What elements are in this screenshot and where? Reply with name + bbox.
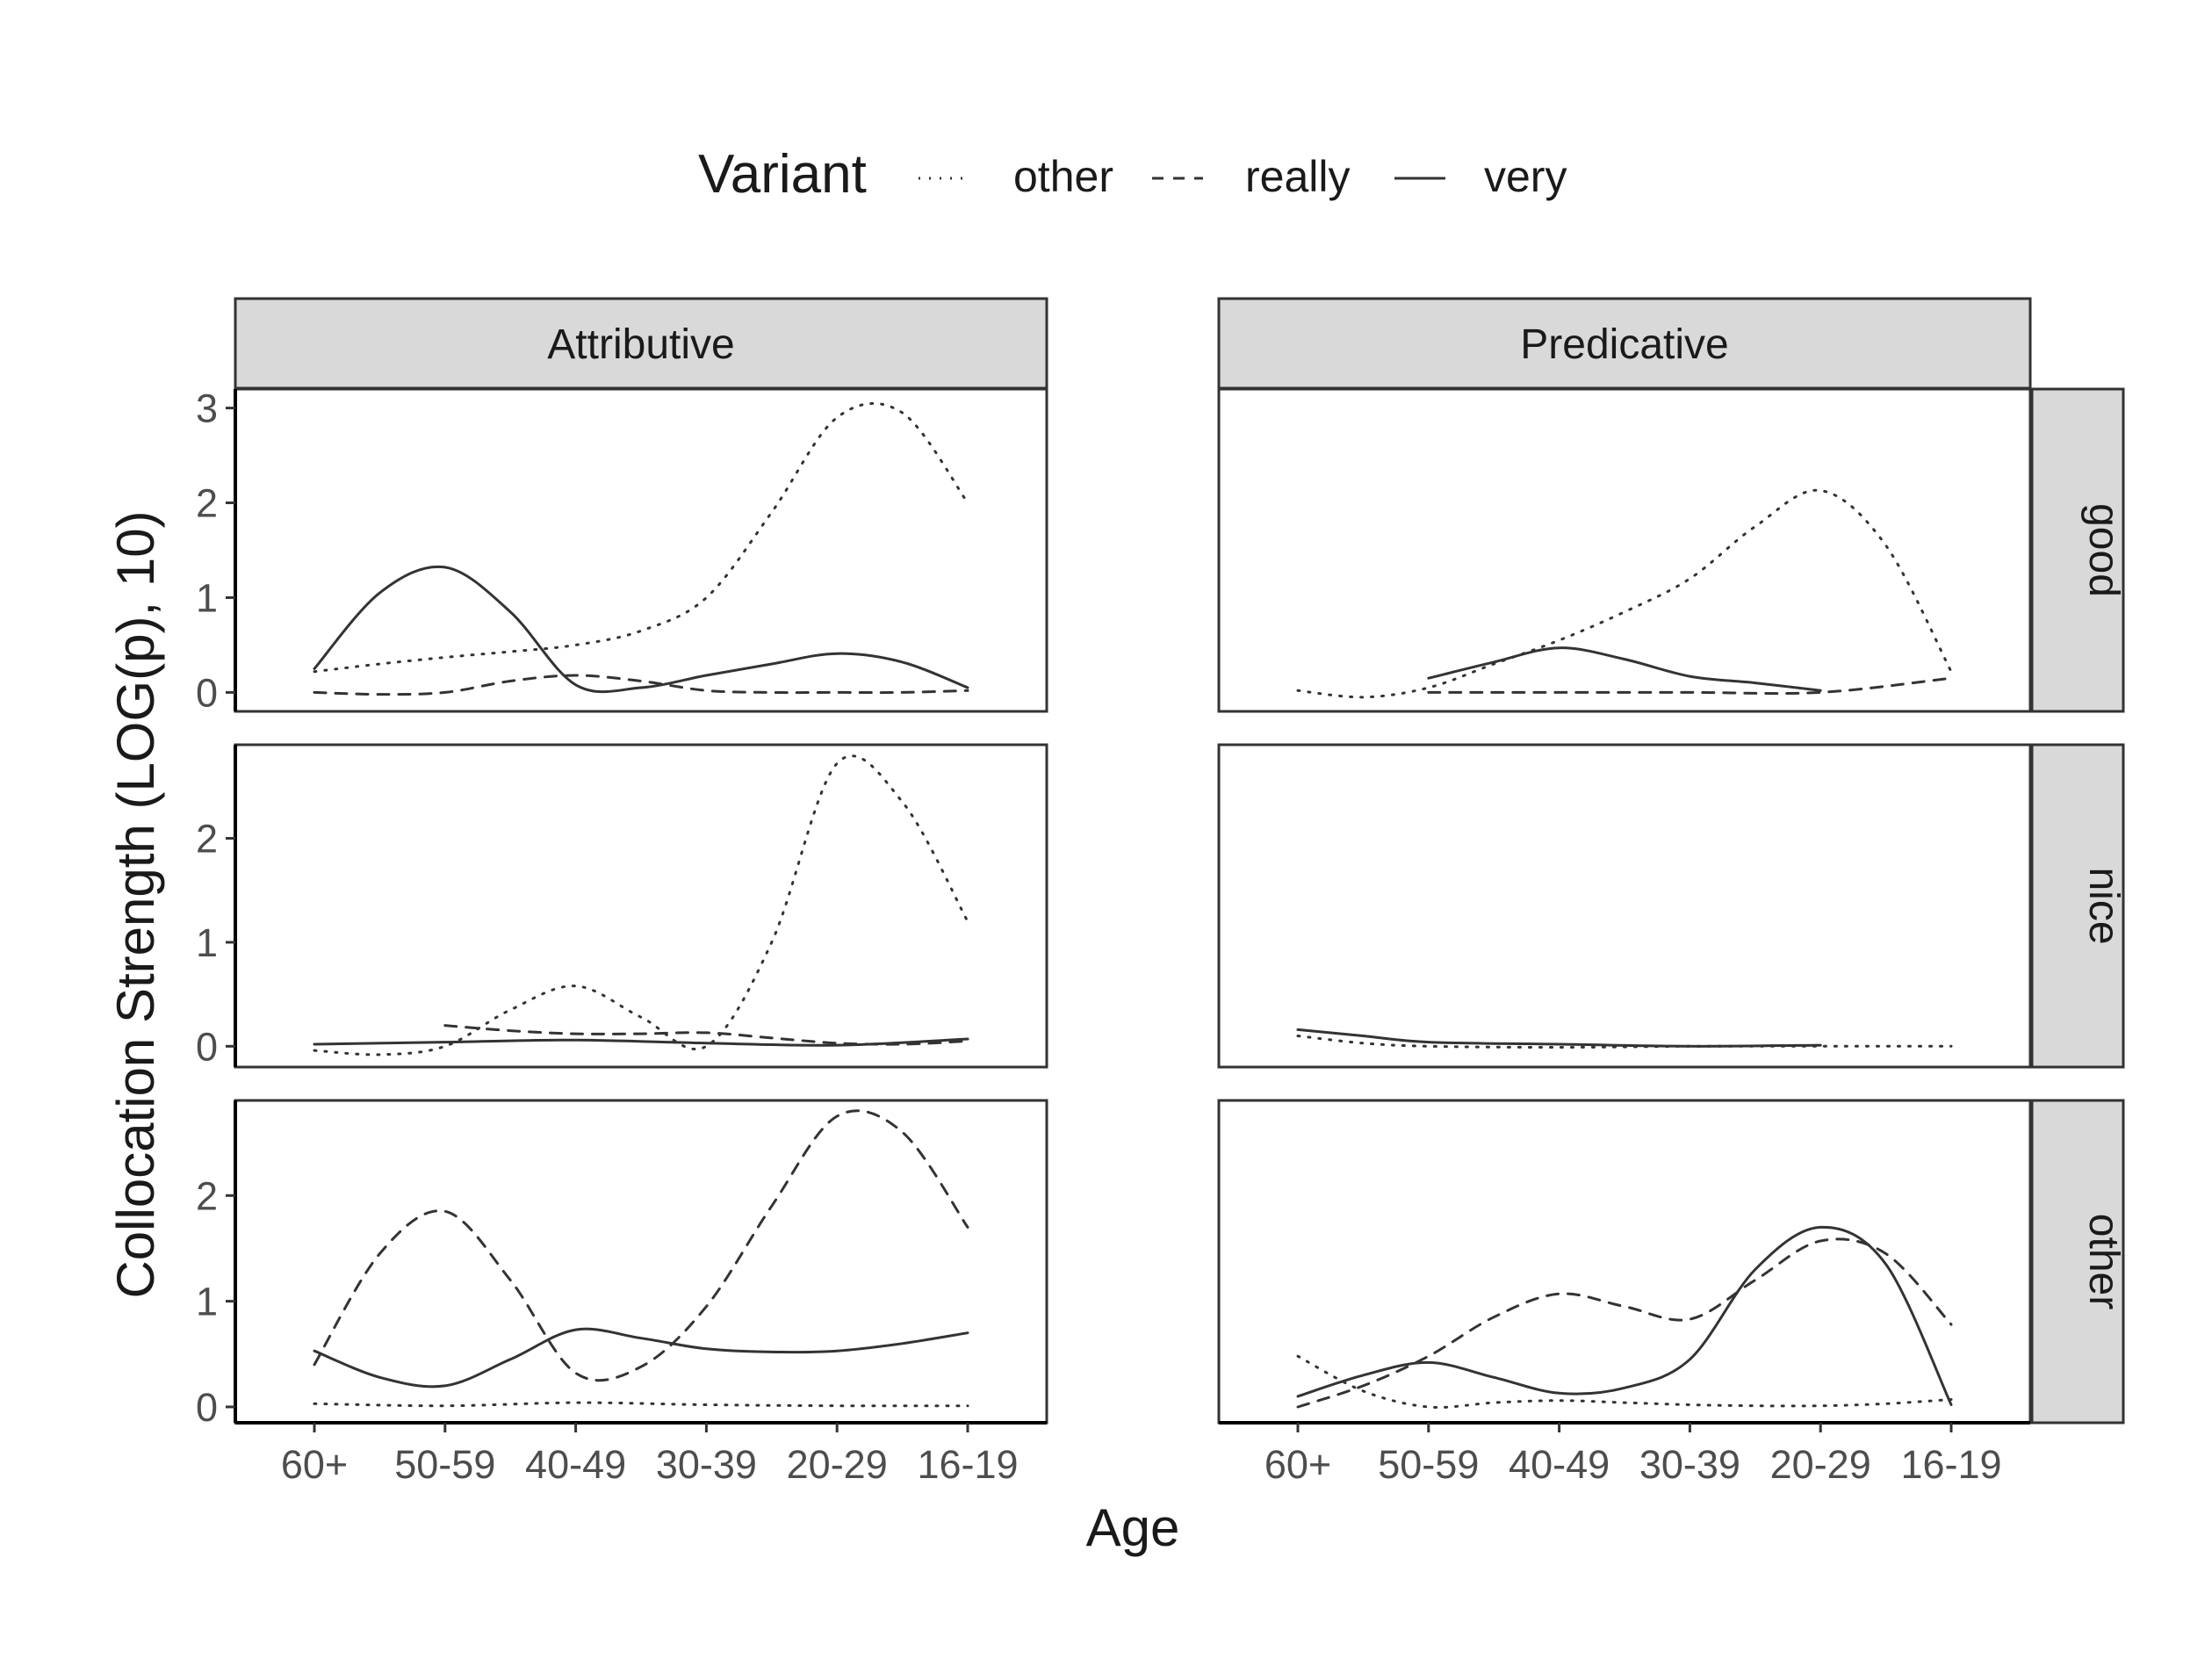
y-tick-label-good-2: 2 xyxy=(196,481,218,526)
series-other-predicative-nice xyxy=(1296,1035,1953,1049)
strip-predicative xyxy=(1217,297,2032,390)
y-tick-label-good-1: 1 xyxy=(196,575,218,620)
strip-label-attributive: Attributive xyxy=(547,321,734,368)
panel-attributive-good xyxy=(234,387,1048,713)
x-tick-label-attributive-3: 30-39 xyxy=(656,1442,757,1487)
series-very-predicative-good xyxy=(1427,646,1822,692)
series-other-attributive-other xyxy=(313,1401,969,1408)
y-axis-title: Collocation Strength (LOG(p), 10) xyxy=(106,510,165,1298)
legend-label-other: other xyxy=(1013,152,1113,201)
x-tick-label-attributive-2: 40-49 xyxy=(525,1442,626,1487)
y-tick-label-good-3: 3 xyxy=(196,386,218,431)
strip-label-good: good xyxy=(2080,503,2127,597)
y-tick-label-nice-0: 0 xyxy=(196,1024,218,1069)
strip-label-other: other xyxy=(2080,1214,2127,1309)
series-very-attributive-nice xyxy=(313,1037,969,1047)
series-really-attributive-good xyxy=(313,674,969,696)
y-tick-label-other-1: 1 xyxy=(196,1280,218,1324)
series-very-predicative-other xyxy=(1296,1225,1953,1406)
legend-title: Variant xyxy=(698,144,867,205)
y-tick-label-other-2: 2 xyxy=(196,1173,218,1218)
series-other-attributive-good xyxy=(313,401,969,674)
x-tick-label-attributive-4: 20-29 xyxy=(787,1442,888,1487)
strip-label-predicative: Predicative xyxy=(1520,321,1728,368)
x-tick-label-predicative-2: 40-49 xyxy=(1509,1442,1610,1487)
y-tick-label-nice-1: 1 xyxy=(196,920,218,965)
x-tick-label-predicative-4: 20-29 xyxy=(1770,1442,1871,1487)
panel-attributive-other xyxy=(234,1099,1048,1425)
x-tick-label-attributive-1: 50-59 xyxy=(394,1442,495,1487)
x-tick-label-attributive-0: 60+ xyxy=(281,1442,348,1487)
x-tick-label-predicative-3: 30-39 xyxy=(1639,1442,1740,1487)
legend-label-really: really xyxy=(1245,152,1350,201)
x-tick-label-predicative-0: 60+ xyxy=(1265,1442,1331,1487)
legend-label-very: very xyxy=(1484,152,1567,201)
series-very-attributive-good xyxy=(313,565,969,694)
y-tick-label-other-0: 0 xyxy=(196,1385,218,1430)
strip-label-nice: nice xyxy=(2080,867,2127,944)
panel-predicative-other xyxy=(1217,1099,2032,1425)
strip-good xyxy=(2030,387,2125,713)
series-very-predicative-nice xyxy=(1296,1028,1822,1048)
x-tick-label-predicative-5: 16-19 xyxy=(1900,1442,2001,1487)
y-tick-label-nice-2: 2 xyxy=(196,817,218,862)
series-really-attributive-nice xyxy=(443,1024,969,1046)
series-really-predicative-other xyxy=(1296,1237,1953,1409)
strip-attributive xyxy=(234,297,1048,390)
strip-other xyxy=(2030,1099,2125,1425)
panel-attributive-nice xyxy=(234,743,1048,1069)
x-tick-label-attributive-5: 16-19 xyxy=(917,1442,1018,1487)
series-really-predicative-good xyxy=(1427,676,1953,696)
strip-nice xyxy=(2030,743,2125,1069)
x-axis-title: Age xyxy=(1086,1498,1180,1557)
panel-predicative-nice xyxy=(1217,743,2032,1069)
y-tick-label-good-0: 0 xyxy=(196,670,218,715)
series-other-predicative-other xyxy=(1296,1354,1953,1409)
series-other-attributive-nice xyxy=(313,754,969,1057)
series-really-attributive-other xyxy=(313,1109,969,1382)
series-very-attributive-other xyxy=(313,1327,969,1389)
x-tick-label-predicative-1: 50-59 xyxy=(1378,1442,1479,1487)
panel-predicative-good xyxy=(1217,387,2032,713)
